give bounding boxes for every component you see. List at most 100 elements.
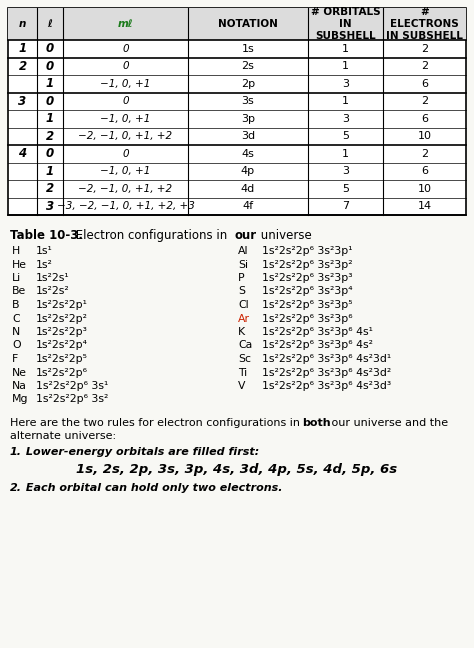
Text: Mg: Mg (12, 395, 28, 404)
Text: Ti: Ti (238, 367, 247, 378)
Text: 2: 2 (421, 44, 428, 54)
Text: 1s²2s²2p⁵: 1s²2s²2p⁵ (36, 354, 88, 364)
Text: 3: 3 (342, 79, 349, 89)
Text: 0: 0 (122, 149, 129, 159)
Text: 2: 2 (46, 182, 54, 195)
Text: 3s: 3s (242, 97, 255, 106)
Text: Na: Na (12, 381, 27, 391)
Text: 3d: 3d (241, 132, 255, 141)
Text: 0: 0 (122, 97, 129, 106)
Text: 4p: 4p (241, 167, 255, 176)
Text: our universe and the: our universe and the (328, 418, 448, 428)
Text: 1: 1 (46, 77, 54, 90)
Text: 4d: 4d (241, 184, 255, 194)
Text: 1s²2s²2p³: 1s²2s²2p³ (36, 327, 88, 337)
Text: Table 10-3.: Table 10-3. (10, 229, 83, 242)
Text: Here are the two rules for electron configurations in: Here are the two rules for electron conf… (10, 418, 303, 428)
Text: universe: universe (257, 229, 312, 242)
Text: 5: 5 (342, 184, 349, 194)
Text: 6: 6 (421, 114, 428, 124)
Text: S: S (238, 286, 245, 297)
Text: 5: 5 (342, 132, 349, 141)
Text: 1s²: 1s² (36, 259, 53, 270)
Text: 1s²2s¹: 1s²2s¹ (36, 273, 70, 283)
Text: 7: 7 (342, 202, 349, 211)
Text: Ar: Ar (238, 314, 250, 323)
Text: 3p: 3p (241, 114, 255, 124)
Text: 1s²2s²2p⁶ 3s²3p⁶ 4s²3d³: 1s²2s²2p⁶ 3s²3p⁶ 4s²3d³ (262, 381, 391, 391)
Text: 1s²2s²2p⁶: 1s²2s²2p⁶ (36, 367, 88, 378)
Text: 1: 1 (46, 112, 54, 125)
Text: O: O (12, 340, 21, 351)
Text: Al: Al (238, 246, 248, 256)
Text: −2, −1, 0, +1, +2: −2, −1, 0, +1, +2 (78, 132, 173, 141)
Text: P: P (238, 273, 245, 283)
Text: 1: 1 (46, 165, 54, 178)
Text: 1s²2s²2p⁶ 3s²3p⁶ 4s²3d²: 1s²2s²2p⁶ 3s²3p⁶ 4s²3d² (262, 367, 391, 378)
Text: 1s²2s²2p⁶ 3s²3p⁴: 1s²2s²2p⁶ 3s²3p⁴ (262, 286, 353, 297)
Text: 1s²2s²2p⁶ 3s²3p⁶: 1s²2s²2p⁶ 3s²3p⁶ (262, 314, 353, 323)
Text: H: H (12, 246, 20, 256)
Text: 1s²2s²2p⁶ 3s²3p³: 1s²2s²2p⁶ 3s²3p³ (262, 273, 353, 283)
Text: F: F (12, 354, 18, 364)
Text: C: C (12, 314, 19, 323)
Text: 1: 1 (342, 44, 349, 54)
Bar (8, 8, 466, 215)
Text: 3: 3 (46, 200, 54, 213)
Text: 10: 10 (418, 184, 431, 194)
Text: 3: 3 (18, 95, 27, 108)
Text: 0: 0 (46, 147, 54, 160)
Text: 1s²2s²2p⁶ 3s²3p²: 1s²2s²2p⁶ 3s²3p² (262, 259, 353, 270)
Text: 1s²2s²2p⁶ 3s²: 1s²2s²2p⁶ 3s² (36, 395, 109, 404)
Text: 1s²2s²2p⁶ 3s¹: 1s²2s²2p⁶ 3s¹ (36, 381, 108, 391)
Text: 2: 2 (421, 97, 428, 106)
Text: 1s²2s²2p⁶ 3s²3p⁵: 1s²2s²2p⁶ 3s²3p⁵ (262, 300, 353, 310)
Bar (8, 8, 466, 40)
Text: −1, 0, +1: −1, 0, +1 (100, 167, 151, 176)
Text: NOTATION: NOTATION (218, 19, 278, 29)
Text: 1s, 2s, 2p, 3s, 3p, 4s, 3d, 4p, 5s, 4d, 5p, 6s: 1s, 2s, 2p, 3s, 3p, 4s, 3d, 4p, 5s, 4d, … (76, 463, 398, 476)
Text: 1s²2s²2p⁶ 3s²3p⁶ 4s²: 1s²2s²2p⁶ 3s²3p⁶ 4s² (262, 340, 373, 351)
Text: #
ELECTRONS
IN SUBSHELL: # ELECTRONS IN SUBSHELL (386, 7, 463, 41)
Text: Ne: Ne (12, 367, 27, 378)
Text: He: He (12, 259, 27, 270)
Text: 1s²2s²2p¹: 1s²2s²2p¹ (36, 300, 88, 310)
Text: V: V (238, 381, 246, 391)
Text: 0: 0 (122, 44, 129, 54)
Text: 0: 0 (46, 95, 54, 108)
Text: B: B (12, 300, 19, 310)
Text: 10: 10 (418, 132, 431, 141)
Text: 1s²2s²: 1s²2s² (36, 286, 70, 297)
Text: 2s: 2s (242, 62, 255, 71)
Text: 2: 2 (421, 149, 428, 159)
Text: 0: 0 (46, 60, 54, 73)
Text: 6: 6 (421, 167, 428, 176)
Text: 1s²2s²2p²: 1s²2s²2p² (36, 314, 88, 323)
Text: 4s: 4s (242, 149, 255, 159)
Text: Ca: Ca (238, 340, 252, 351)
Text: −1, 0, +1: −1, 0, +1 (100, 114, 151, 124)
Text: both: both (302, 418, 331, 428)
Text: 2: 2 (18, 60, 27, 73)
Text: 2: 2 (46, 130, 54, 143)
Text: alternate universe:: alternate universe: (10, 431, 116, 441)
Text: 1s: 1s (242, 44, 255, 54)
Text: 6: 6 (421, 79, 428, 89)
Text: Each orbital can hold only two electrons.: Each orbital can hold only two electrons… (22, 483, 283, 493)
Text: 3: 3 (342, 114, 349, 124)
Text: 2p: 2p (241, 79, 255, 89)
Text: 3: 3 (342, 167, 349, 176)
Text: 1s²2s²2p⁶ 3s²3p⁶ 4s¹: 1s²2s²2p⁶ 3s²3p⁶ 4s¹ (262, 327, 373, 337)
Text: 1s²2s²2p⁶ 3s²3p⁶ 4s²3d¹: 1s²2s²2p⁶ 3s²3p⁶ 4s²3d¹ (262, 354, 391, 364)
Text: n: n (19, 19, 26, 29)
Text: 4f: 4f (242, 202, 254, 211)
Text: Be: Be (12, 286, 26, 297)
Text: mℓ: mℓ (118, 19, 133, 29)
Text: N: N (12, 327, 20, 337)
Text: 2.: 2. (10, 483, 22, 493)
Text: −1, 0, +1: −1, 0, +1 (100, 79, 151, 89)
Text: Cl: Cl (238, 300, 249, 310)
Text: 14: 14 (418, 202, 431, 211)
Text: 0: 0 (122, 62, 129, 71)
Text: our: our (235, 229, 257, 242)
